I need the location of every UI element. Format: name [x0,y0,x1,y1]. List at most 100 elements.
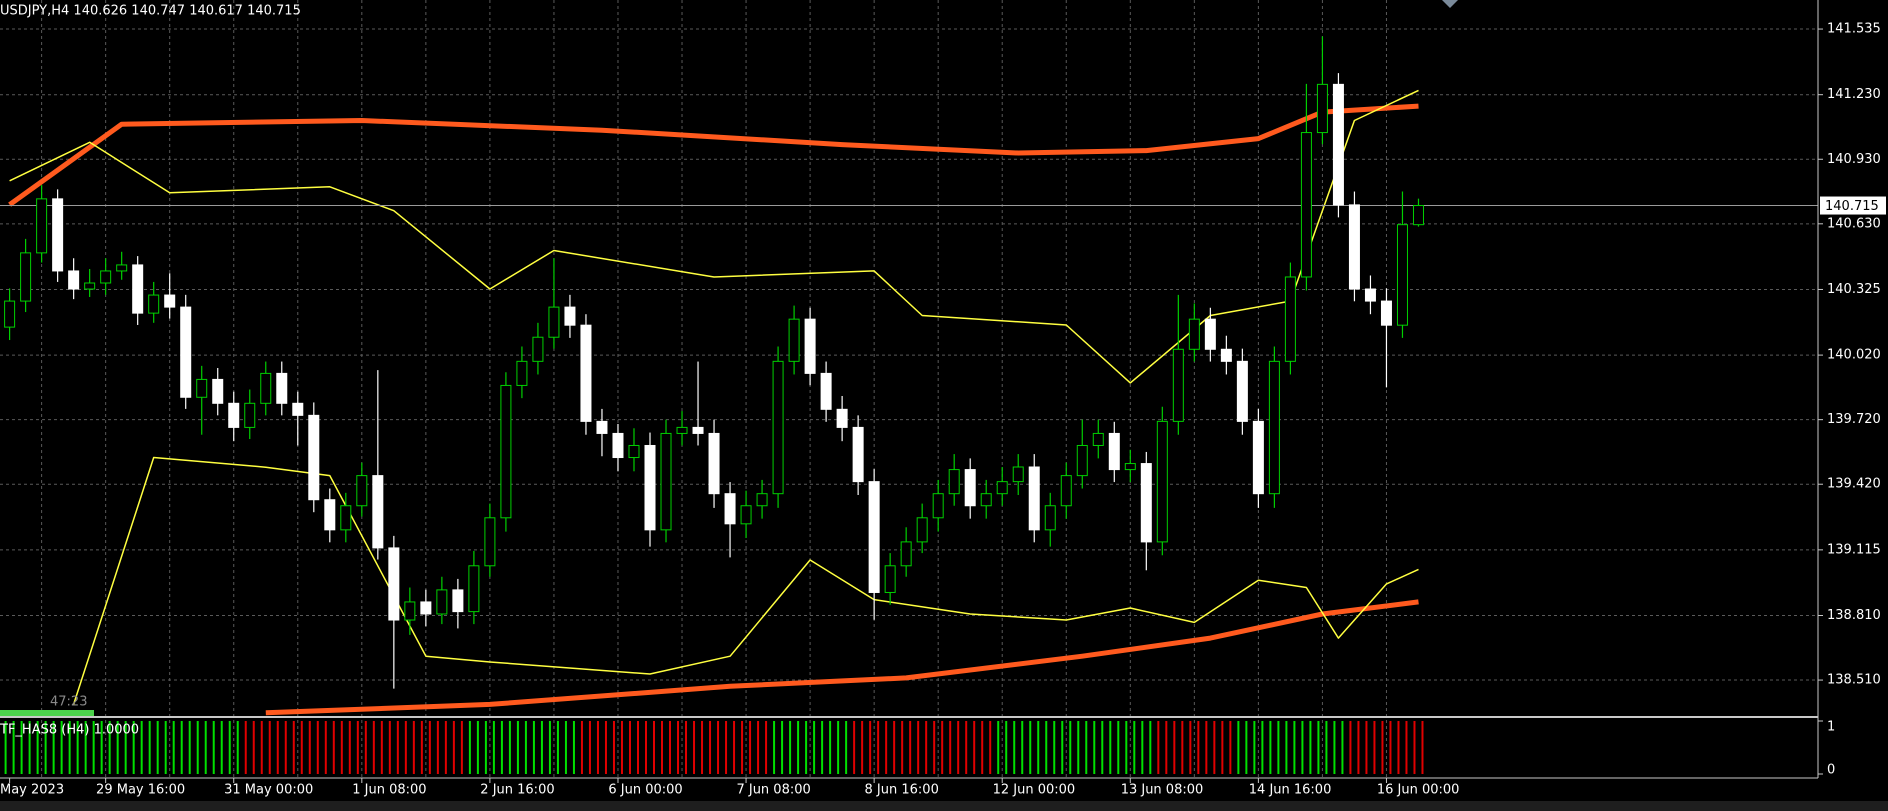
candle-body [1252,420,1264,495]
shift-marker[interactable] [1442,0,1458,8]
candle-body [20,252,32,302]
candle-body [1268,360,1280,495]
candle-body [356,475,368,507]
candle-body [1156,420,1168,543]
candle-body [420,601,432,615]
x-tick-label: 31 May 00:00 [224,783,313,798]
x-tick-label: 7 Jun 08:00 [736,783,810,798]
candle-body [756,493,768,507]
candle-body [1108,432,1120,471]
candle-body [836,408,848,428]
candle-body [292,402,304,416]
candle-body [1220,348,1232,362]
candle-body [36,198,48,254]
candle-body [1012,466,1024,483]
candle-body [612,432,624,459]
timer: 47:23 [50,695,87,710]
scrollbar[interactable] [0,801,1888,811]
candle-body [1364,288,1376,302]
candle-body [948,469,960,495]
indicator-line [8,103,1419,207]
timer-bar [0,710,94,716]
candle-body [1172,348,1184,422]
candle-body [1140,463,1152,543]
candle-body [1396,224,1408,326]
candle-body [244,402,256,428]
candle-body [596,420,608,434]
candle-body [804,318,816,374]
candle-body [388,547,400,621]
candle-body [900,541,912,567]
candle-body [916,517,928,543]
candle-body [1028,466,1040,531]
y2-tick-label: 1 [1827,720,1835,735]
candle-body [68,270,80,290]
candle-body [196,378,208,398]
y-tick-label: 140.930 [1827,152,1881,167]
candle-body [964,469,976,507]
x-tick-label: May 2023 [0,783,64,798]
candle-body [548,306,560,338]
candle-body [1060,475,1072,507]
axes: 141.535 141.230 140.930 140.630 140.325 140.0… [0,22,1886,798]
candle-body [116,264,128,272]
candle-body [148,294,160,314]
candle-body [676,426,688,434]
candle-body [436,589,448,615]
x-tick-label: 16 Jun 00:00 [1377,783,1460,798]
candle-body [772,360,784,495]
candle-body [628,444,640,459]
candle-body [996,481,1008,495]
indicator-window [4,721,1424,774]
candle-body [1412,205,1424,226]
candle-body [484,517,496,567]
candle-body [340,505,352,531]
candle-body [516,360,528,386]
y-tick-label: 138.810 [1827,608,1881,623]
y-tick-label: 139.720 [1827,412,1881,427]
candle-body [404,601,416,621]
x-tick-label: 6 Jun 00:00 [608,783,682,798]
candle-body [132,264,144,314]
candle-body [580,324,592,422]
candle-body [1092,432,1104,446]
candle-body [1124,463,1136,471]
candle-body [276,372,288,404]
candle-body [1316,83,1328,134]
y2-tick-label: 0 [1827,763,1835,778]
candle-body [932,493,944,519]
candle-body [1348,204,1360,290]
candle-body [84,282,96,290]
candle-body [740,505,752,525]
candle-body [1204,318,1216,350]
candle-body [164,294,176,308]
candle-body [1332,83,1344,206]
candle-body [868,481,880,593]
candle-body [212,378,224,404]
candle-body [100,270,112,284]
candle-body [1284,276,1296,362]
candle-body [884,565,896,593]
candle-body [692,426,704,434]
candle-body [644,444,656,531]
indicator-line [9,89,1419,384]
candle-body [1188,318,1200,350]
y-tick-label: 141.230 [1827,87,1881,102]
price-label: 140.715 [1825,199,1879,214]
candle-body [500,384,512,519]
x-tick-label: 14 Jun 16:00 [1249,783,1332,798]
candle-body [308,414,320,501]
x-tick-label: 2 Jun 16:00 [480,783,554,798]
candle-body [980,493,992,507]
y-tick-label: 139.115 [1827,542,1881,557]
candle-body [52,198,64,272]
x-tick-label: 13 Jun 08:00 [1121,783,1204,798]
candle-body [820,372,832,410]
candle-body [708,432,720,495]
candle-body [660,432,672,531]
y-tick-label: 140.630 [1827,216,1881,231]
candles [4,36,1424,689]
candle-body [260,372,272,404]
x-tick-label: 1 Jun 08:00 [352,783,426,798]
